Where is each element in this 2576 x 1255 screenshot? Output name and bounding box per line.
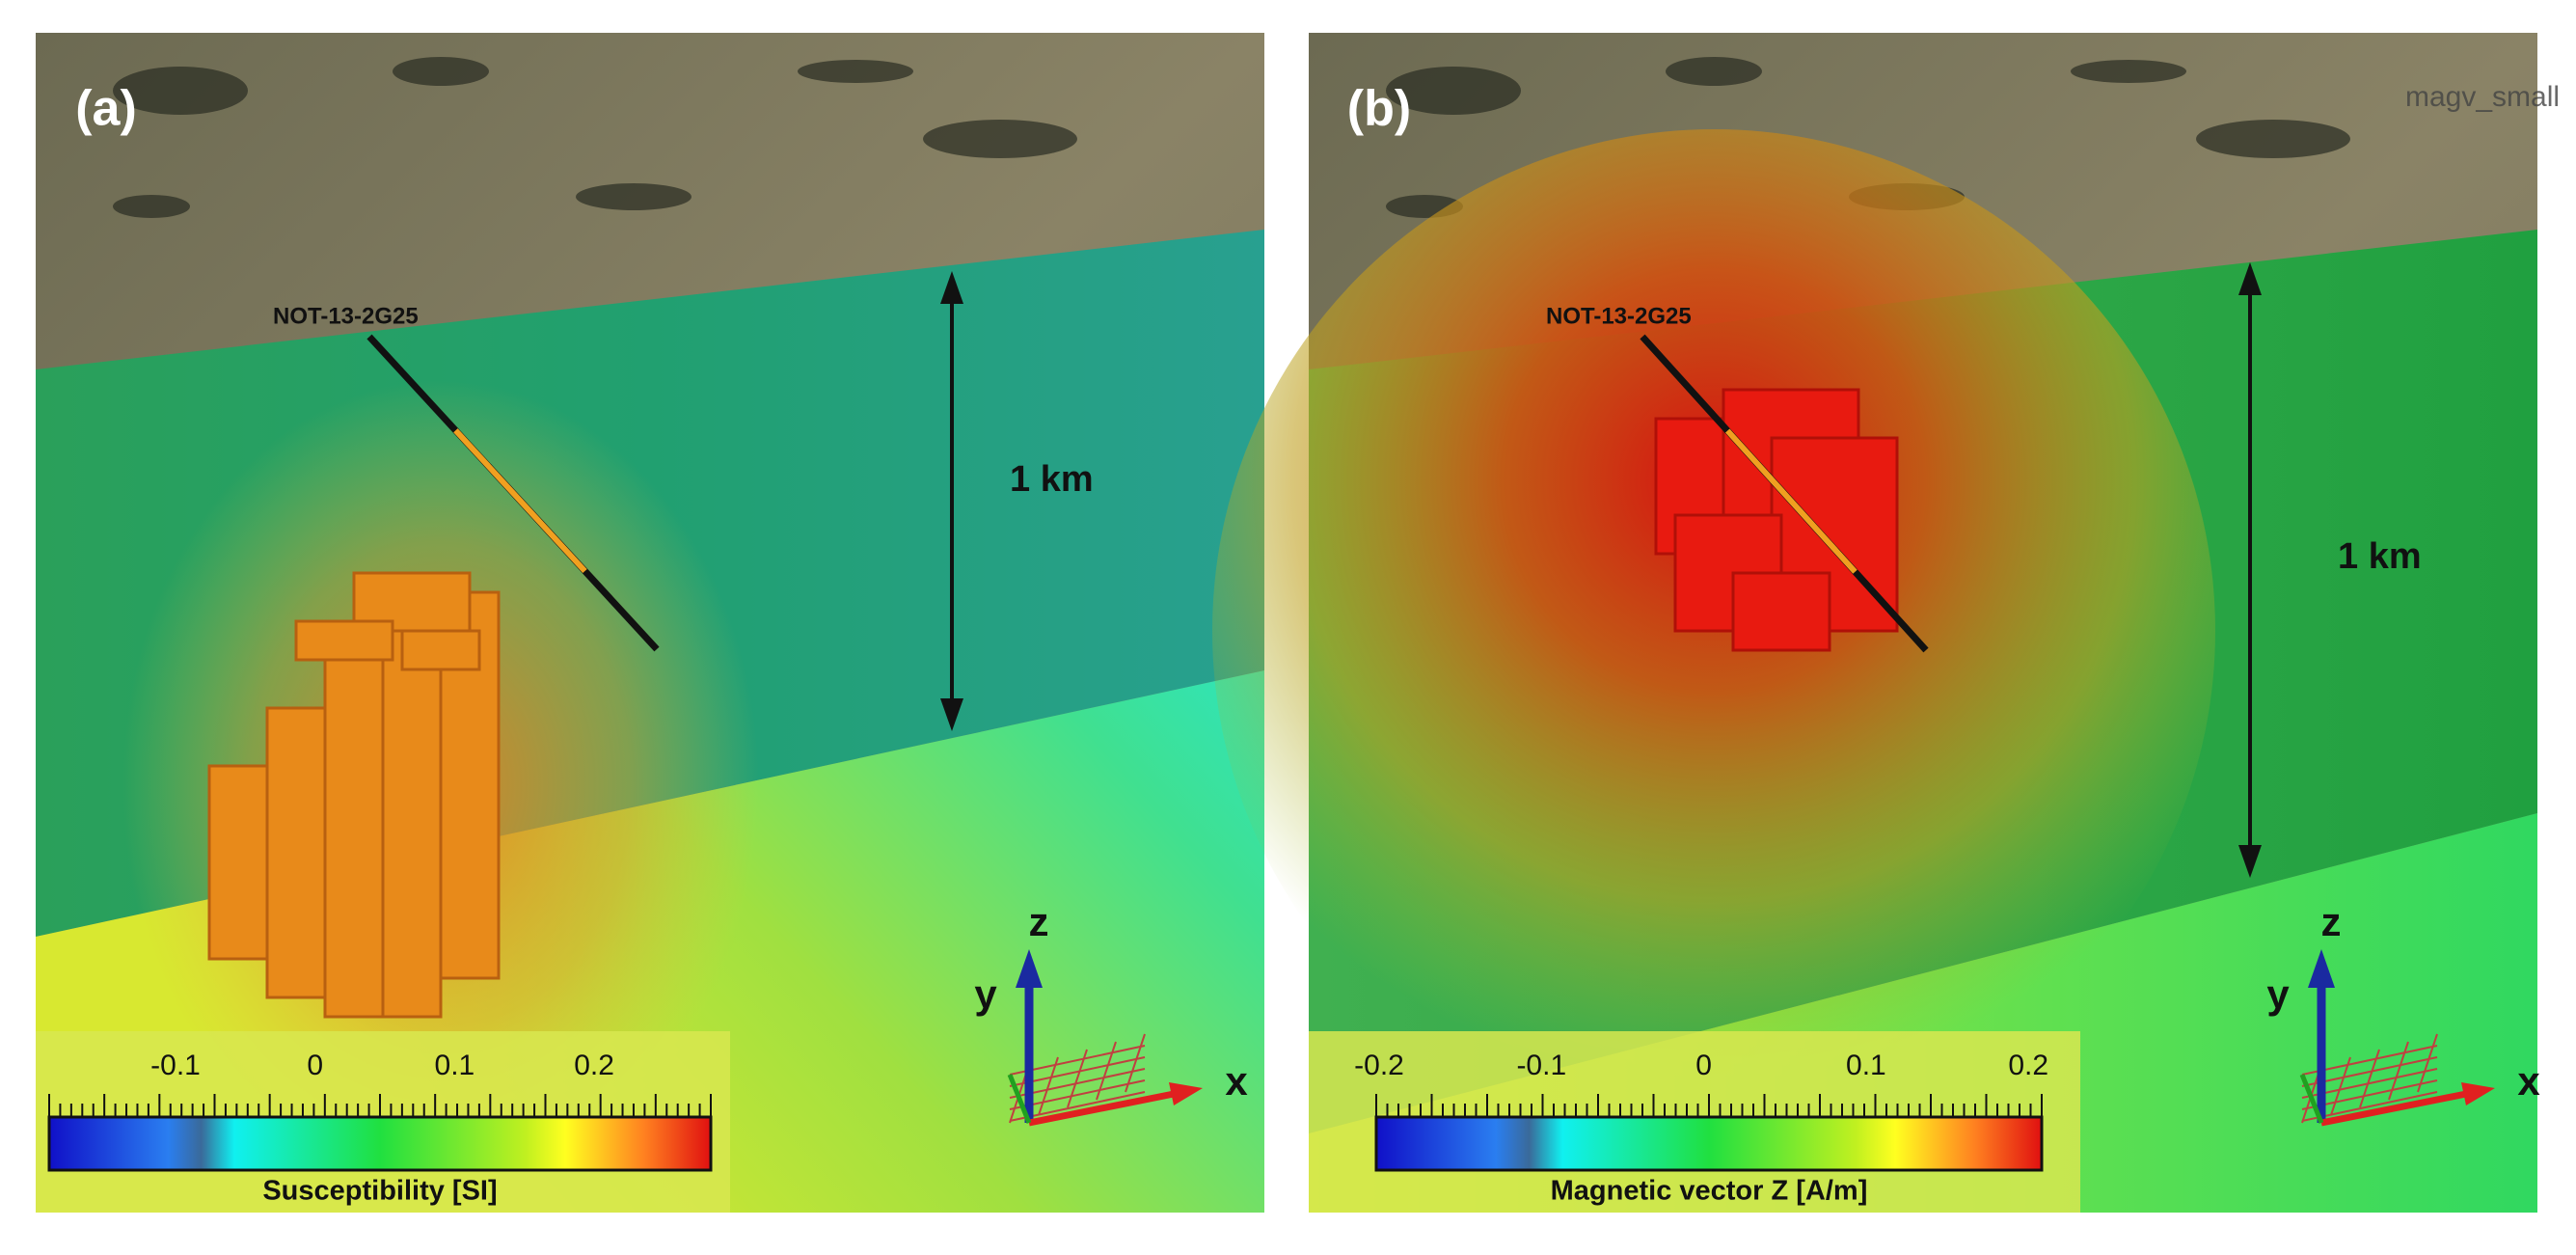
terrain-patch xyxy=(393,57,489,86)
triad-axis-y xyxy=(1007,1074,1032,1124)
colorbar-tick-label: -0.2 xyxy=(1354,1050,1404,1081)
well-label: NOT-13-2G25 xyxy=(273,303,419,329)
model-block xyxy=(207,764,269,961)
colorbar-tick-label: 0 xyxy=(307,1050,323,1081)
colorbar-title: Susceptibility [SI] xyxy=(262,1176,497,1207)
triad-grid xyxy=(2330,1056,2351,1116)
panel-label: (b) xyxy=(1347,81,1411,137)
terrain-patch xyxy=(923,120,1077,158)
panel: NOT-13-2G25 1 km (b) magv_small -0.2 -0.1 0 0.1… xyxy=(1212,33,2560,1213)
arrow-head xyxy=(2238,845,2262,878)
triad-grid xyxy=(1125,1033,1146,1093)
colorbar-tick-label: 0.1 xyxy=(435,1050,475,1081)
scale-label: 1 km xyxy=(1010,459,1094,500)
triad-axis-x xyxy=(1028,1090,1175,1127)
terrain-patch xyxy=(2071,60,2186,83)
terrain-patch xyxy=(113,195,190,218)
colorbar-tick-label: 0 xyxy=(1695,1050,1712,1081)
terrain-patch xyxy=(2196,120,2350,158)
model-block xyxy=(294,619,394,662)
model-block xyxy=(323,648,385,1019)
triad-axis-y xyxy=(2299,1074,2324,1124)
terrain-patch xyxy=(576,183,691,210)
colorbar-tick-label: -0.1 xyxy=(1516,1050,1566,1081)
model-block xyxy=(1731,571,1831,652)
axis-label-z: z xyxy=(2321,899,2342,944)
colorbar xyxy=(47,1115,713,1172)
axis-label-y: y xyxy=(974,971,997,1017)
scale-label: 1 km xyxy=(2338,536,2422,577)
well-interval xyxy=(1724,428,1857,574)
triad-head-x xyxy=(2461,1082,2495,1105)
terrain-patch xyxy=(113,67,248,115)
axis-label-y: y xyxy=(2266,971,2290,1017)
colorbar-title: Magnetic vector Z [A/m] xyxy=(1551,1176,1868,1207)
watermark: magv_small xyxy=(2405,81,2560,113)
axis-label-x: x xyxy=(1225,1058,1248,1104)
axis-label-x: x xyxy=(2517,1058,2540,1104)
colorbar xyxy=(1374,1115,2044,1172)
triad-head-z xyxy=(2308,949,2335,988)
panel-label: (a) xyxy=(75,81,137,137)
well-label: NOT-13-2G25 xyxy=(1546,303,1692,329)
model-block xyxy=(381,610,443,1019)
triad-grid xyxy=(1067,1049,1088,1108)
colorbar-tick-label: 0.2 xyxy=(574,1050,614,1081)
model-block xyxy=(265,706,327,999)
model-block xyxy=(400,629,481,671)
triad-grid xyxy=(2359,1049,2380,1108)
colorbar-tick-label: 0.2 xyxy=(2008,1050,2048,1081)
panel: NOT-13-2G25 1 km (a) -0.1 0 0.1 0.2 Susceptibil… xyxy=(36,33,1264,1213)
colorbar-tick-label: -0.1 xyxy=(150,1050,201,1081)
triad-axis-x xyxy=(2320,1090,2467,1127)
terrain-patch xyxy=(1666,57,1762,86)
arrow-head xyxy=(940,698,963,731)
triad-grid xyxy=(1038,1056,1059,1116)
arrow-head xyxy=(940,271,963,304)
arrow-head xyxy=(2238,262,2262,295)
terrain-patch xyxy=(798,60,913,83)
triad-grid xyxy=(2417,1033,2438,1093)
colorbar-tick-label: 0.1 xyxy=(1846,1050,1886,1081)
axis-label-z: z xyxy=(1029,899,1049,944)
triad-head-z xyxy=(1016,949,1043,988)
triad-head-x xyxy=(1169,1082,1203,1105)
terrain-patch xyxy=(1386,67,1521,115)
well-interval xyxy=(453,428,587,574)
